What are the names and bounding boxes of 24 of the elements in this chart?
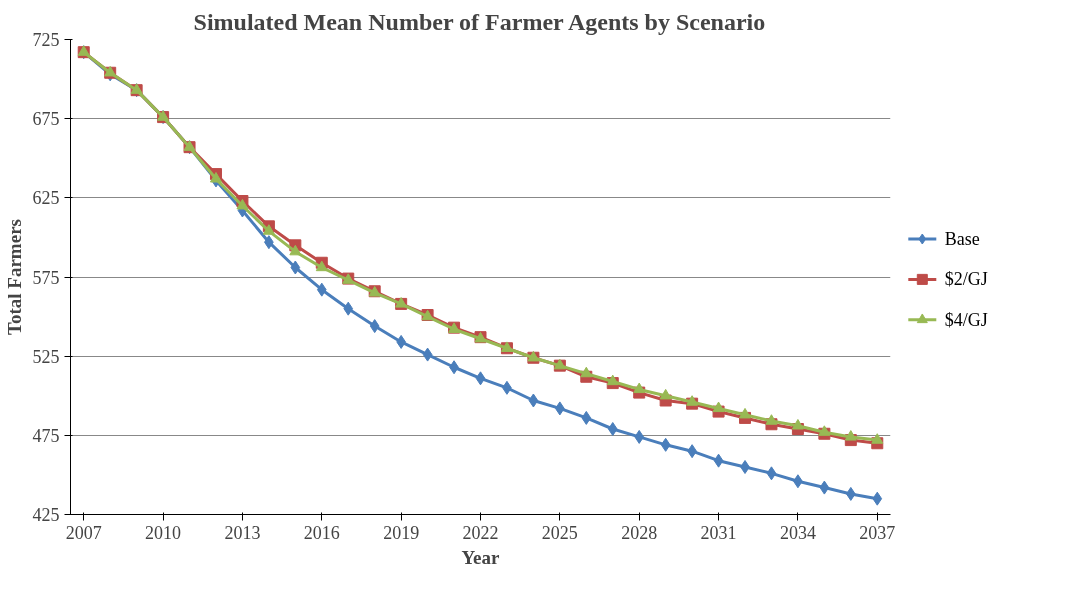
- legend-label: Base: [944, 229, 980, 249]
- y-axis-title: Total Farmers: [3, 219, 25, 335]
- y-tick-label: 525: [32, 346, 60, 367]
- x-tick-label: 2022: [462, 522, 499, 543]
- x-tick-label: 2031: [700, 522, 737, 543]
- x-tick-label: 2013: [224, 522, 261, 543]
- x-tick-label: 2010: [145, 522, 182, 543]
- x-tick-label: 2016: [303, 522, 340, 543]
- legend-label: $4/GJ: [944, 309, 988, 330]
- x-tick-label: 2028: [621, 522, 658, 543]
- y-tick-label: 475: [32, 425, 60, 446]
- x-tick-label: 2034: [779, 522, 816, 543]
- chart-title: Simulated Mean Number of Farmer Agents by Scenario: [193, 8, 766, 35]
- y-tick-label: 425: [32, 505, 60, 525]
- y-tick-label: 725: [32, 30, 60, 50]
- y-tick-label: 575: [32, 267, 60, 288]
- x-tick-label: 2025: [541, 522, 578, 543]
- y-tick-label: 625: [32, 188, 60, 209]
- y-tick-label: 675: [32, 109, 60, 130]
- x-tick-label: 2019: [383, 522, 420, 543]
- x-axis-title: Year: [461, 546, 501, 568]
- legend-label: $2/GJ: [944, 269, 988, 290]
- x-tick-label: 2007: [65, 522, 102, 543]
- x-tick-label: 2037: [859, 522, 896, 543]
